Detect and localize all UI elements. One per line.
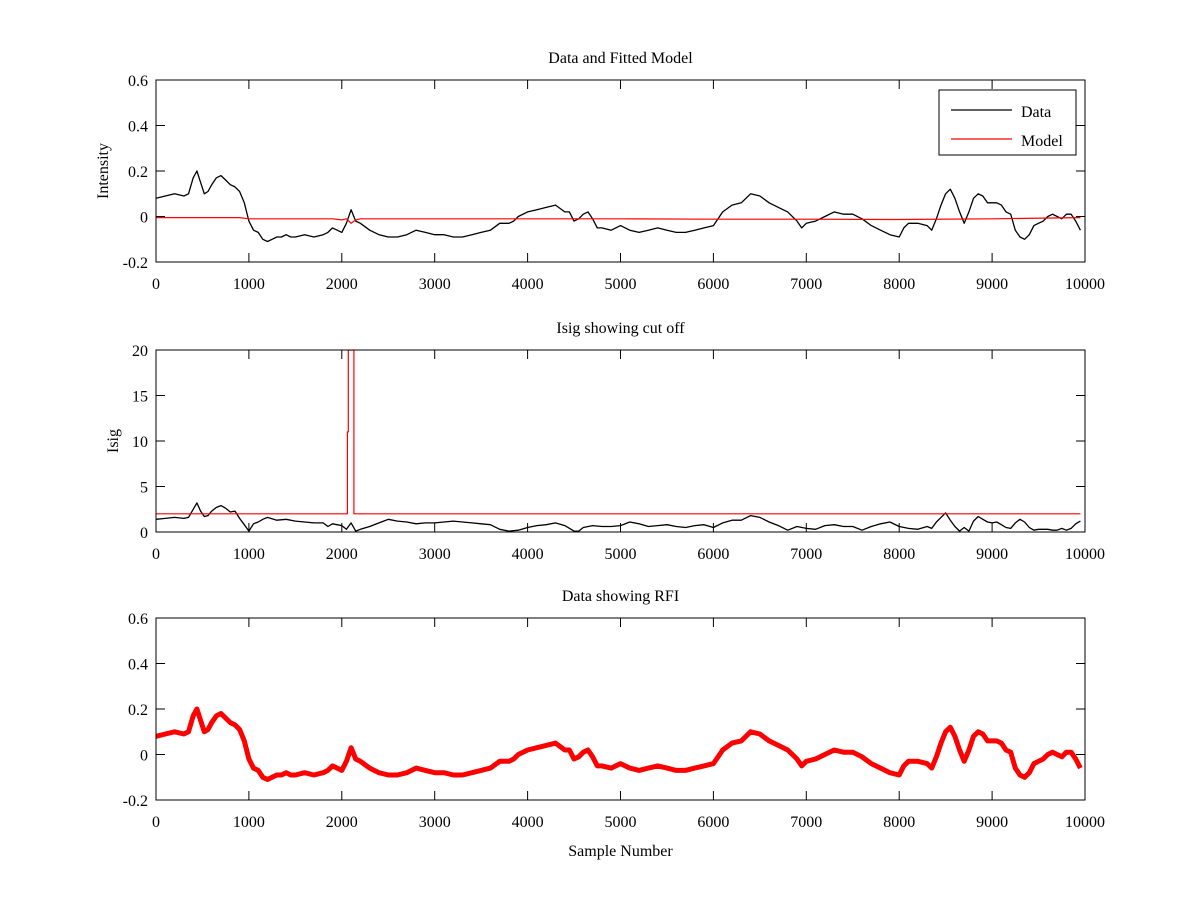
y-tick-label: -0.2 [123, 793, 148, 810]
x-tick-label: 1000 [233, 546, 265, 563]
x-tick-label: 9000 [976, 814, 1008, 831]
x-tick-label: 3000 [419, 276, 451, 293]
y-axis-label: Isig [105, 429, 122, 453]
x-tick-label: 6000 [697, 546, 729, 563]
y-tick-label: 0.6 [128, 611, 148, 628]
x-tick-label: 5000 [605, 276, 637, 293]
x-tick-label: 4000 [512, 546, 544, 563]
y-axis-label: Intensity [95, 143, 112, 199]
x-tick-label: 0 [152, 546, 160, 563]
y-tick-label: -0.2 [123, 255, 148, 272]
y-tick-label: 0.2 [128, 702, 148, 719]
x-tick-label: 7000 [790, 276, 822, 293]
y-tick-label: 0.4 [128, 657, 148, 674]
y-tick-label: 0 [140, 525, 148, 542]
chart-title: Isig showing cut off [556, 320, 685, 337]
legend-label-data: Data [1021, 104, 1051, 121]
x-tick-label: 10000 [1065, 276, 1105, 293]
series-line-isig [156, 502, 1081, 532]
x-tick-label: 4000 [512, 276, 544, 293]
x-tick-label: 1000 [233, 276, 265, 293]
x-tick-label: 4000 [512, 814, 544, 831]
x-tick-label: 0 [152, 276, 160, 293]
series-line-data-rfi-flagged- [156, 706, 1083, 782]
x-tick-label: 9000 [976, 276, 1008, 293]
legend-box [938, 89, 1077, 156]
x-tick-label: 6000 [697, 276, 729, 293]
x-tick-label: 9000 [976, 546, 1008, 563]
x-tick-label: 5000 [605, 546, 637, 563]
x-tick-label: 0 [152, 814, 160, 831]
x-tick-label: 1000 [233, 814, 265, 831]
chart-title: Data and Fitted Model [548, 50, 693, 67]
x-tick-label: 5000 [605, 814, 637, 831]
y-tick-label: 15 [132, 389, 148, 406]
x-tick-label: 3000 [419, 546, 451, 563]
x-tick-label: 7000 [790, 814, 822, 831]
x-tick-label: 6000 [697, 814, 729, 831]
y-tick-label: 20 [132, 343, 148, 360]
x-axis-label: Sample Number [568, 843, 673, 860]
x-tick-label: 2000 [326, 276, 358, 293]
legend-label-model: Model [1021, 133, 1063, 150]
x-tick-label: 10000 [1065, 814, 1105, 831]
x-tick-label: 7000 [790, 546, 822, 563]
x-tick-label: 2000 [326, 546, 358, 563]
x-tick-label: 8000 [883, 814, 915, 831]
series-line-cut-off [156, 350, 1081, 515]
y-tick-label: 0 [140, 210, 148, 227]
y-tick-label: 0.4 [128, 119, 148, 136]
y-tick-label: 0 [140, 748, 148, 765]
x-tick-label: 3000 [419, 814, 451, 831]
x-tick-label: 8000 [883, 276, 915, 293]
y-tick-label: 0.6 [128, 73, 148, 90]
x-tick-label: 2000 [326, 814, 358, 831]
chart-title: Data showing RFI [562, 588, 679, 605]
series-line-data [156, 170, 1081, 243]
y-tick-label: 10 [132, 434, 148, 451]
y-tick-label: 0.2 [128, 164, 148, 181]
y-tick-label: 5 [140, 480, 148, 497]
x-tick-label: 8000 [883, 546, 915, 563]
x-tick-label: 10000 [1065, 546, 1105, 563]
series-line-model [156, 217, 1081, 224]
plot-frame [155, 349, 1086, 533]
